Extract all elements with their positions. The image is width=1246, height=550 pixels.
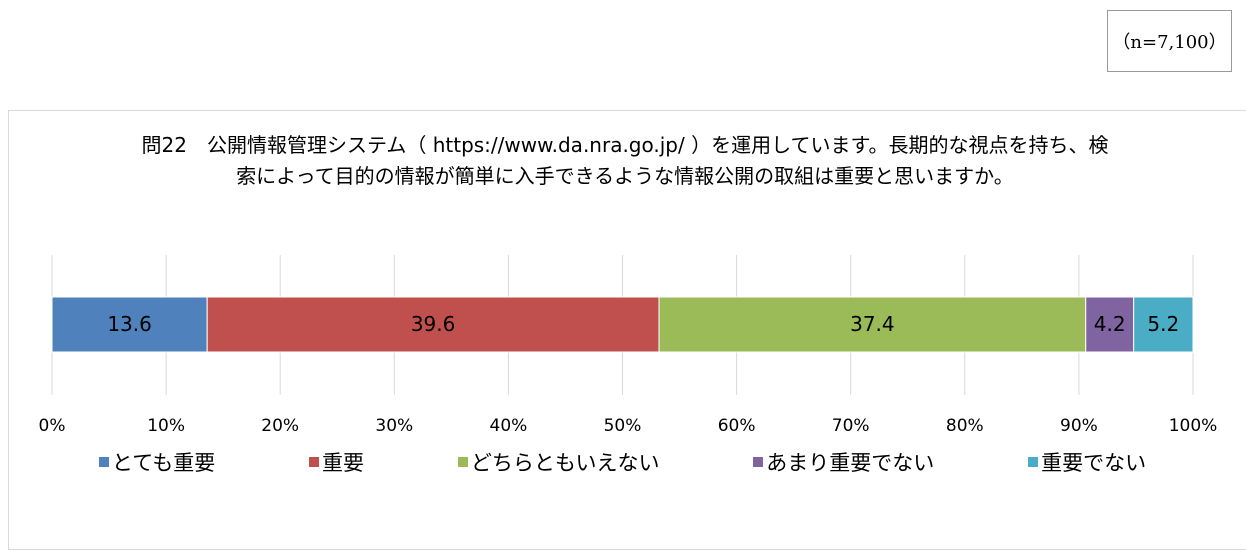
x-tick-label: 50% xyxy=(604,416,642,436)
chart-title: 問22 公開情報管理システム（ https://www.da.nra.go.jp… xyxy=(141,133,1109,188)
legend-label: 重要 xyxy=(322,451,365,475)
x-tick-label: 0% xyxy=(39,416,66,436)
bar-segment xyxy=(206,296,660,353)
legend-item: どちらともいえない xyxy=(457,447,660,477)
legend-swatch xyxy=(753,457,764,467)
legend-swatch xyxy=(98,457,109,467)
sample-size: （n=7,100） xyxy=(1107,10,1232,72)
x-tick-label: 20% xyxy=(261,416,299,436)
x-tick-label: 100% xyxy=(1169,416,1218,436)
data-label: 5.2 xyxy=(1147,312,1179,336)
data-label: 37.4 xyxy=(850,312,895,336)
legend-item: 重要でない xyxy=(1028,447,1146,477)
legend-item: あまり重要でない xyxy=(753,447,934,477)
legend-label: あまり重要でない xyxy=(766,451,935,475)
data-label: 4.2 xyxy=(1094,312,1126,336)
legend-swatch xyxy=(457,457,468,467)
legend-item: 重要 xyxy=(309,447,364,477)
legend-item: とても重要 xyxy=(98,447,216,477)
x-tick-label: 70% xyxy=(832,416,870,436)
legend-swatch xyxy=(309,457,320,467)
x-tick-label: 60% xyxy=(718,416,756,436)
legend: とても重要 重要 どちらともいえない あまり重要でない 重要でない xyxy=(52,447,1193,477)
x-tick-label: 10% xyxy=(147,416,185,436)
legend-label: 重要でない xyxy=(1041,451,1147,475)
x-tick-label: 40% xyxy=(490,416,528,436)
bar-segment xyxy=(1133,296,1194,353)
bar-segment xyxy=(51,296,208,353)
x-tick-label: 90% xyxy=(1060,416,1098,436)
legend-swatch xyxy=(1028,457,1039,467)
bar-segment xyxy=(658,296,1087,353)
legend-label: どちらともいえない xyxy=(470,451,660,475)
data-label: 13.6 xyxy=(107,312,152,336)
x-tick-label: 80% xyxy=(946,416,984,436)
x-tick-label: 30% xyxy=(375,416,413,436)
legend-label: とても重要 xyxy=(111,451,216,475)
data-label: 39.6 xyxy=(411,312,456,336)
